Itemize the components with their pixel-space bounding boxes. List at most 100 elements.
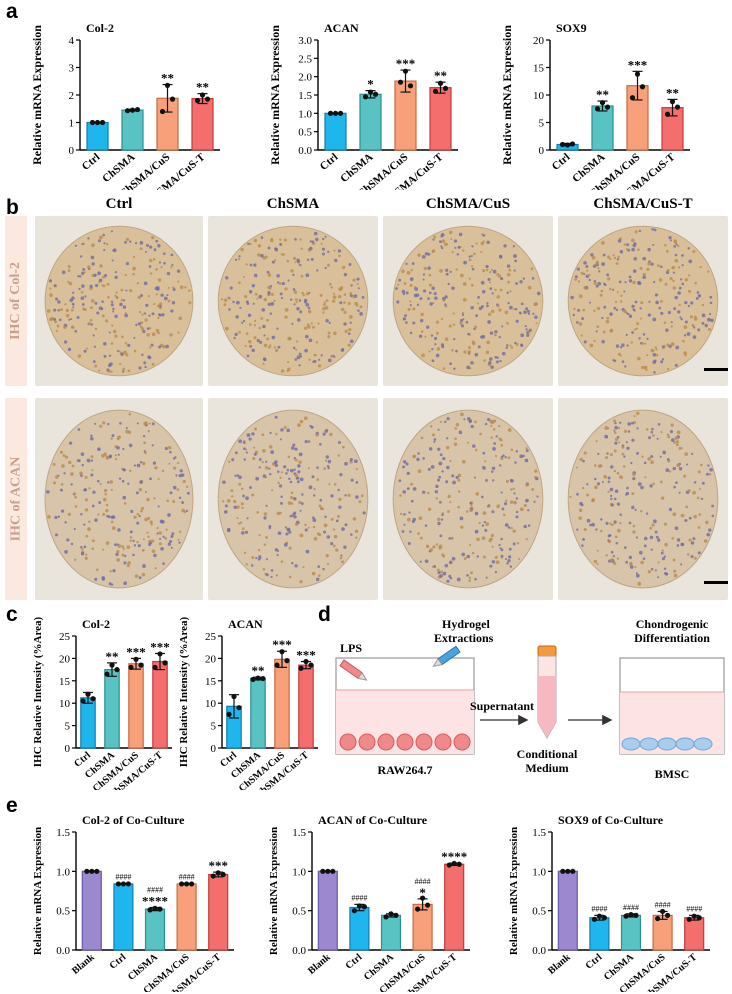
supernatant-label: Supernatant [470, 699, 534, 713]
panel-letter-b: b [6, 196, 19, 219]
ihc-image-tile [35, 398, 203, 600]
bar [81, 870, 102, 951]
x-tick-label: Blank [306, 952, 333, 977]
ihc-image-tile [35, 216, 203, 386]
y-tick-label: 1.0 [56, 866, 70, 878]
data-point [604, 104, 611, 110]
data-point [664, 111, 671, 117]
bar [113, 883, 134, 951]
y-axis-label: Relative mRNA Expression [32, 827, 44, 955]
tissue-section [217, 225, 369, 377]
panel-letter-e: e [6, 794, 18, 817]
chart-col2-mrna: Relative mRNA Expression Col-201234CtrlCh… [30, 21, 220, 190]
data-point [199, 92, 206, 98]
significance-label: *** [272, 637, 292, 652]
ihc-col-header-ctrl: Ctrl [105, 196, 133, 212]
bar [298, 664, 314, 749]
data-point [691, 913, 697, 919]
data-point [320, 868, 326, 874]
y-tick-label: 1.5 [298, 90, 312, 102]
macrophage-cells [339, 733, 471, 751]
hash-significance-label: #### [115, 873, 131, 882]
chart-ihc-acan: IHC Relative Intensity (%Area) ACAN 0 5 10 15… [178, 616, 318, 790]
data-point [565, 868, 571, 874]
data-point [274, 662, 280, 668]
y-tick-label: 20 [205, 653, 217, 665]
y-tick-label: 0.0 [298, 145, 312, 157]
data-point [250, 676, 256, 683]
data-point [407, 83, 414, 89]
data-point [437, 80, 444, 86]
significance-label: **** [142, 894, 168, 909]
data-point [157, 906, 163, 912]
data-point [120, 881, 126, 887]
y-tick-label: 3 [69, 63, 75, 75]
data-point [559, 141, 566, 148]
y-tick-label: 0.5 [298, 127, 312, 139]
y-axis-label: Relative mRNA Expression [508, 827, 520, 955]
ihc-col-header-chsma: ChSMA [266, 196, 320, 212]
bar [412, 903, 433, 951]
data-point [601, 915, 607, 921]
y-tick-label: 10 [59, 698, 71, 710]
chart-col2-coculture: Relative mRNA Expression Col-2 of Co-Cult… [32, 813, 234, 992]
data-point [129, 107, 136, 113]
data-point [367, 89, 374, 95]
data-point [80, 698, 86, 704]
data-point [325, 868, 331, 874]
significance-label: * [419, 885, 426, 900]
data-point [215, 870, 221, 876]
data-point [569, 141, 576, 147]
data-point [362, 94, 369, 100]
hydrogel-label: Hydrogel [442, 617, 490, 631]
significance-label: *** [150, 639, 170, 654]
y-tick-label: 2 [69, 90, 75, 102]
y-tick-label: 0.0 [292, 945, 306, 957]
data-point [442, 85, 449, 91]
y-tick-label: 0 [539, 145, 545, 157]
y-tick-label: 2.5 [298, 53, 312, 65]
data-point [599, 100, 606, 106]
data-point [639, 84, 646, 90]
data-point [159, 108, 166, 115]
ihc-image-tile [558, 398, 728, 600]
significance-label: ** [252, 663, 265, 678]
data-point [84, 868, 90, 874]
bar [317, 870, 338, 951]
significance-label: ** [666, 85, 679, 100]
scale-bar [704, 368, 728, 371]
hash-significance-label: #### [179, 873, 195, 882]
tissue-section [217, 409, 369, 589]
data-point [94, 119, 101, 126]
y-tick-label: 20 [533, 35, 545, 47]
data-point [332, 110, 339, 116]
data-point [686, 916, 692, 922]
chart-title: ACAN [228, 617, 263, 631]
data-point [308, 662, 314, 668]
tissue-section [392, 409, 544, 589]
significance-label: *** [126, 644, 146, 659]
chondrogenic-label: Chondrogenic [636, 617, 709, 631]
data-point [236, 705, 242, 711]
data-point [623, 913, 629, 919]
data-point [665, 912, 671, 918]
lps-pipette-icon [339, 659, 368, 681]
y-tick-label: 1.5 [56, 827, 70, 839]
data-point [351, 908, 357, 914]
bar [208, 873, 229, 951]
data-point [596, 913, 602, 919]
x-tick-label: Blank [70, 952, 97, 977]
data-point [152, 905, 158, 911]
data-point [184, 881, 190, 887]
y-tick-label: 15 [205, 676, 217, 688]
data-point [284, 658, 290, 664]
x-tick-label: Ctrl [108, 952, 129, 972]
data-point [125, 881, 131, 887]
tissue-section [44, 225, 194, 377]
chart-title: SOX9 of Co-Culture [558, 813, 664, 827]
hydrogel-pipette-icon [432, 645, 461, 668]
chart-title: ACAN [324, 21, 359, 35]
data-point [451, 860, 457, 867]
y-tick-label: 0 [69, 145, 75, 157]
bar [620, 914, 642, 951]
